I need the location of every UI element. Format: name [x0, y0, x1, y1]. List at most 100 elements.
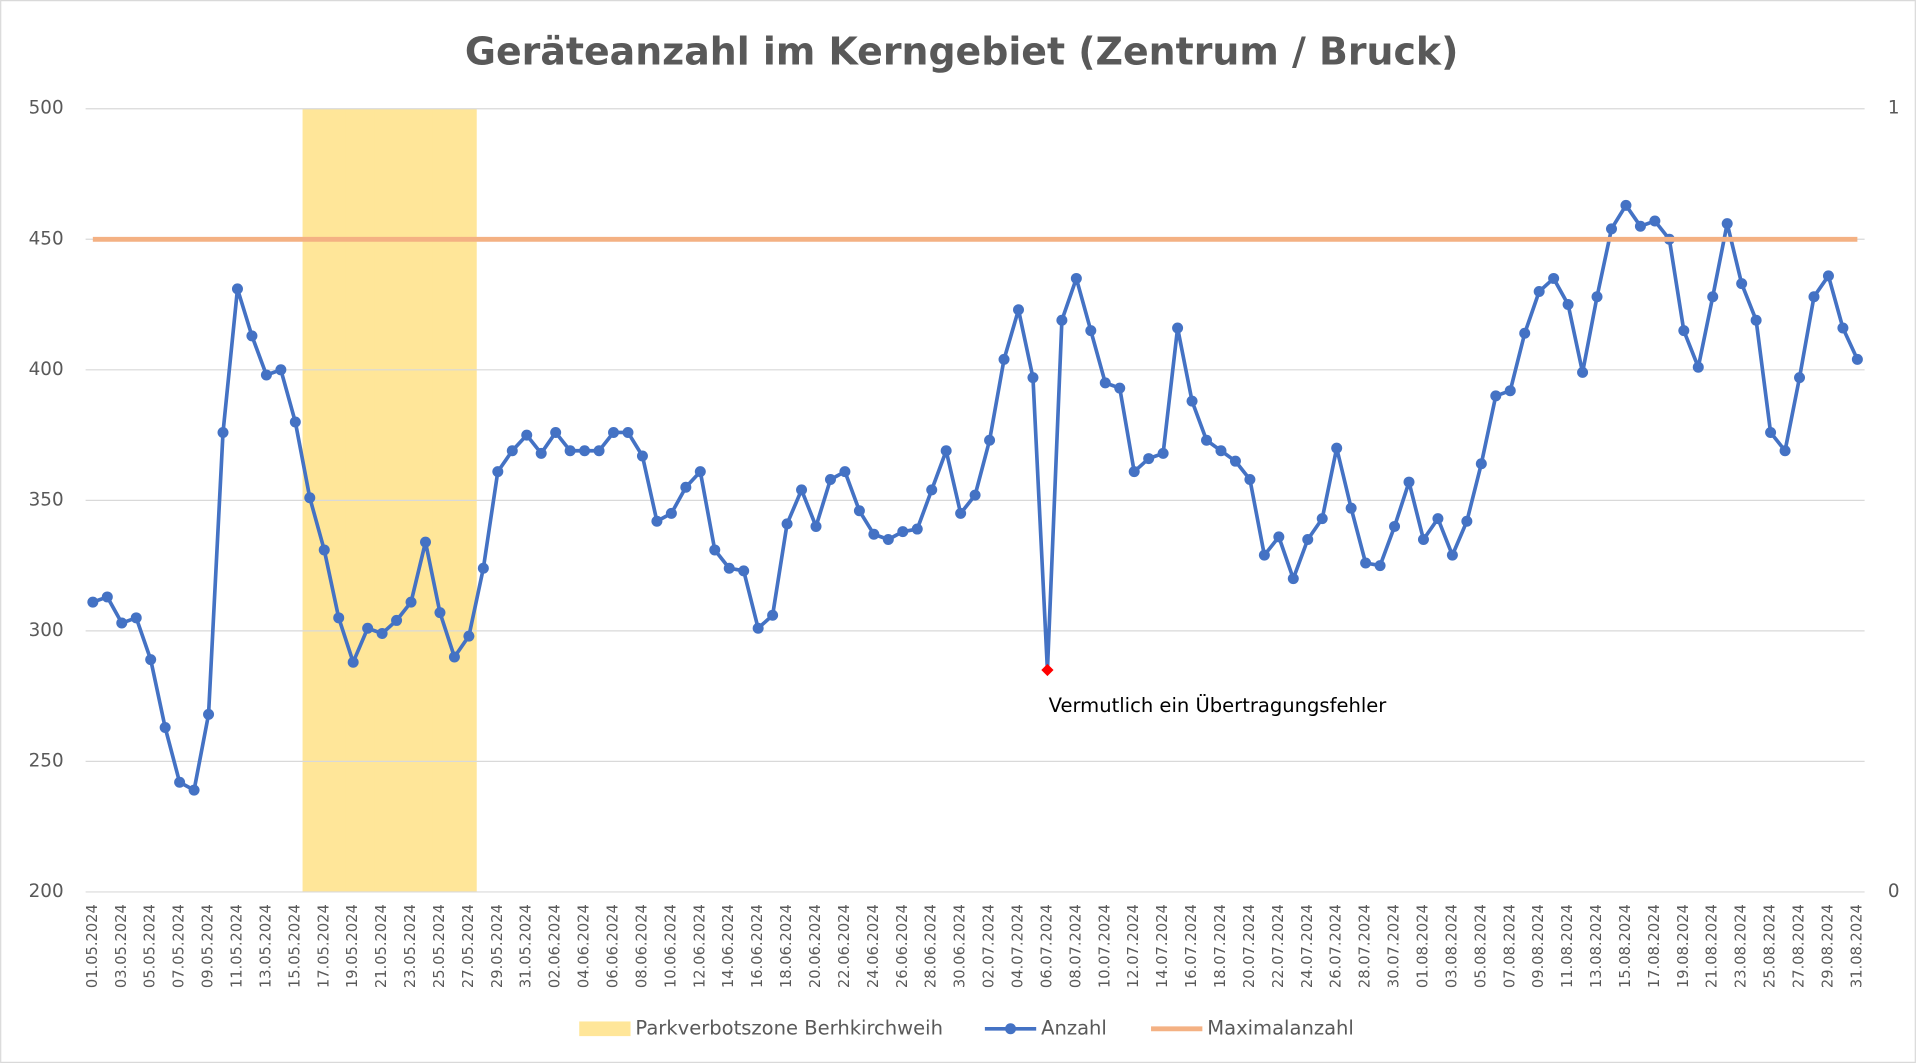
point-marker [1157, 447, 1169, 459]
point-marker [1794, 372, 1806, 384]
x-tick-label: 20.07.2024 [1241, 904, 1258, 988]
y2-tick-label: 0 [1888, 881, 1900, 902]
point-marker [1562, 299, 1574, 311]
y-tick-label: 400 [29, 359, 64, 380]
x-tick-label: 24.06.2024 [865, 904, 882, 988]
point-marker [665, 507, 677, 519]
point-marker [1172, 322, 1184, 334]
point-marker [1085, 325, 1097, 337]
x-tick-label: 26.06.2024 [894, 904, 911, 988]
x-tick-label: 18.07.2024 [1212, 904, 1229, 988]
x-tick-label: 06.07.2024 [1038, 904, 1055, 988]
point-marker [1056, 314, 1068, 326]
point-marker [1649, 215, 1661, 227]
x-tick-label: 14.07.2024 [1154, 904, 1171, 988]
point-marker [362, 622, 374, 634]
point-marker [579, 445, 591, 457]
x-tick-label: 16.06.2024 [749, 904, 766, 988]
point-marker [955, 507, 967, 519]
point-marker [1736, 278, 1748, 290]
x-tick-label: 23.08.2024 [1733, 904, 1750, 988]
x-tick-label: 28.07.2024 [1357, 904, 1374, 988]
legend-label: Parkverbotszone Berhkirchweih [635, 1016, 943, 1039]
x-tick-label: 07.05.2024 [171, 904, 188, 988]
x-tick-label: 01.08.2024 [1414, 904, 1431, 988]
x-tick-label: 31.05.2024 [518, 904, 535, 988]
point-marker [1331, 442, 1343, 454]
point-marker [622, 426, 634, 438]
point-marker [1808, 291, 1820, 303]
point-marker [897, 526, 909, 538]
point-marker [1620, 199, 1632, 211]
point-marker [853, 505, 865, 517]
point-marker [1490, 390, 1502, 402]
point-marker [492, 466, 504, 478]
point-marker [550, 426, 562, 438]
point-marker [101, 591, 113, 603]
x-tick-label: 31.08.2024 [1848, 904, 1865, 988]
x-tick-label: 01.05.2024 [84, 904, 101, 988]
point-marker [289, 416, 301, 428]
x-tick-label: 22.06.2024 [836, 904, 853, 988]
x-tick-label: 29.05.2024 [489, 904, 506, 988]
point-marker [694, 466, 706, 478]
point-marker [1779, 445, 1791, 457]
point-marker [1837, 322, 1849, 334]
x-tick-label: 17.08.2024 [1646, 904, 1663, 988]
y2-tick-label: 1 [1888, 98, 1900, 119]
point-marker [1070, 272, 1082, 284]
point-marker [1244, 473, 1256, 485]
point-marker [1577, 366, 1589, 378]
x-tick-label: 10.06.2024 [662, 904, 679, 988]
point-marker [318, 544, 330, 556]
x-tick-label: 13.08.2024 [1588, 904, 1605, 988]
x-tick-label: 29.08.2024 [1819, 904, 1836, 988]
x-tick-label: 18.06.2024 [778, 904, 795, 988]
point-marker [116, 617, 128, 629]
point-marker [1533, 285, 1545, 297]
x-tick-label: 30.06.2024 [952, 904, 969, 988]
point-marker [680, 481, 692, 493]
point-marker [1504, 385, 1516, 397]
point-marker [781, 518, 793, 530]
point-marker [434, 607, 446, 619]
point-marker [1143, 453, 1155, 465]
x-tick-label: 28.06.2024 [923, 904, 940, 988]
point-marker [1822, 270, 1834, 282]
x-tick-label: 26.07.2024 [1328, 904, 1345, 988]
point-marker [231, 283, 243, 295]
point-marker [1692, 361, 1704, 373]
legend-label: Maximalanzahl [1207, 1016, 1354, 1039]
point-marker [521, 429, 533, 441]
x-tick-label: 23.05.2024 [402, 904, 419, 988]
x-tick-label: 21.08.2024 [1704, 904, 1721, 988]
point-marker [636, 450, 648, 462]
x-tick-label: 08.06.2024 [633, 904, 650, 988]
point-marker [347, 656, 359, 668]
point-marker [1461, 515, 1473, 527]
x-tick-label: 04.07.2024 [1009, 904, 1026, 988]
x-tick-label: 05.08.2024 [1472, 904, 1489, 988]
point-marker [535, 447, 547, 459]
point-marker [1316, 513, 1328, 525]
point-marker [333, 612, 345, 624]
point-marker [1475, 458, 1487, 470]
point-marker [593, 445, 605, 457]
point-marker [1707, 291, 1719, 303]
point-marker [1678, 325, 1690, 337]
x-tick-label: 27.08.2024 [1791, 904, 1808, 988]
x-tick-label: 03.08.2024 [1443, 904, 1460, 988]
point-marker [174, 776, 186, 788]
x-tick-label: 09.05.2024 [200, 904, 217, 988]
x-tick-label: 19.05.2024 [344, 904, 361, 988]
point-marker [159, 721, 171, 733]
point-marker [1750, 314, 1762, 326]
point-marker [1446, 549, 1458, 561]
point-marker [608, 426, 620, 438]
point-marker [188, 784, 200, 796]
point-marker [984, 434, 996, 446]
point-marker [145, 654, 157, 666]
x-tick-label: 09.08.2024 [1530, 904, 1547, 988]
point-marker [448, 651, 460, 663]
